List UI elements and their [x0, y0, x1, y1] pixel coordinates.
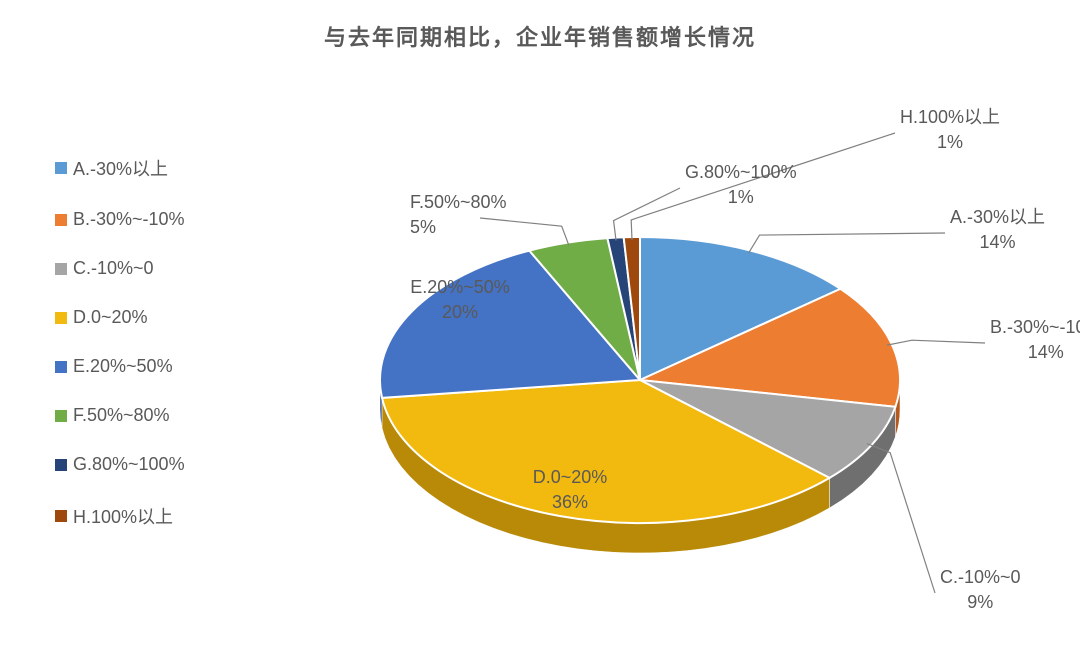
callout-pct: 14% — [950, 230, 1045, 255]
callout-pct: 20% — [410, 300, 510, 325]
chart-title: 与去年同期相比，企业年销售额增长情况 — [0, 20, 1080, 52]
chart-root: 与去年同期相比，企业年销售额增长情况 A.-30%以上 B.-30%~-10% C.… — [0, 0, 1080, 671]
legend-label: B.-30%~-10% — [73, 209, 185, 230]
legend-swatch — [55, 459, 67, 471]
legend-item: C.-10%~0 — [55, 258, 185, 279]
callout-label: G.80%~100% — [685, 160, 797, 185]
legend-swatch — [55, 510, 67, 522]
leader-line — [887, 340, 985, 345]
callout-pct: 1% — [685, 185, 797, 210]
callout-label: D.0~20% — [533, 465, 608, 490]
legend-label: H.100%以上 — [73, 503, 173, 529]
legend-item: H.100%以上 — [55, 503, 185, 529]
legend-item: A.-30%以上 — [55, 155, 185, 181]
legend-label: A.-30%以上 — [73, 155, 168, 181]
callout-E: E.20%~50% 20% — [410, 275, 510, 325]
callout-G: G.80%~100% 1% — [685, 160, 797, 210]
legend-label: F.50%~80% — [73, 405, 170, 426]
legend-item: D.0~20% — [55, 307, 185, 328]
legend-swatch — [55, 312, 67, 324]
callout-label: H.100%以上 — [900, 105, 1000, 130]
callout-label: F.50%~80% — [410, 190, 507, 215]
callout-pct: 36% — [533, 490, 608, 515]
legend-label: E.20%~50% — [73, 356, 173, 377]
legend-item: G.80%~100% — [55, 454, 185, 475]
legend-swatch — [55, 410, 67, 422]
legend-item: B.-30%~-10% — [55, 209, 185, 230]
legend-label: C.-10%~0 — [73, 258, 154, 279]
legend-swatch — [55, 361, 67, 373]
legend-swatch — [55, 162, 67, 174]
callout-D: D.0~20% 36% — [533, 465, 608, 515]
legend-swatch — [55, 263, 67, 275]
callout-F: F.50%~80% 5% — [410, 190, 507, 240]
callout-pct: 5% — [410, 215, 507, 240]
callout-label: B.-30%~-10% — [990, 315, 1080, 340]
legend-swatch — [55, 214, 67, 226]
callout-A: A.-30%以上 14% — [950, 205, 1045, 255]
callout-H: H.100%以上 1% — [900, 105, 1000, 155]
leader-line — [748, 233, 945, 253]
callout-pct: 14% — [990, 340, 1080, 365]
callout-B: B.-30%~-10% 14% — [990, 315, 1080, 365]
legend-label: D.0~20% — [73, 307, 148, 328]
callout-label: C.-10%~0 — [940, 565, 1021, 590]
pie-area: H.100%以上 1% G.80%~100% 1% A.-30%以上 14% B… — [270, 60, 1060, 660]
callout-C: C.-10%~0 9% — [940, 565, 1021, 615]
legend-item: E.20%~50% — [55, 356, 185, 377]
callout-pct: 9% — [940, 590, 1021, 615]
legend: A.-30%以上 B.-30%~-10% C.-10%~0 D.0~20% E.20%~… — [55, 155, 185, 529]
callout-label: A.-30%以上 — [950, 205, 1045, 230]
callout-label: E.20%~50% — [410, 275, 510, 300]
callout-pct: 1% — [900, 130, 1000, 155]
legend-label: G.80%~100% — [73, 454, 185, 475]
legend-item: F.50%~80% — [55, 405, 185, 426]
